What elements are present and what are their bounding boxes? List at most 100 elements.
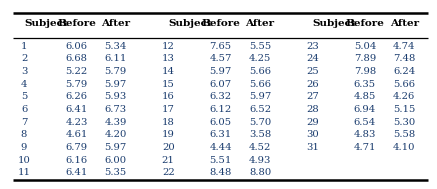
Text: 5.79: 5.79 (105, 67, 127, 76)
Text: 5.97: 5.97 (210, 67, 232, 76)
Text: 4.25: 4.25 (249, 54, 271, 64)
Text: 6.41: 6.41 (65, 105, 88, 114)
Text: 6.35: 6.35 (354, 80, 376, 89)
Text: 4.26: 4.26 (393, 92, 415, 101)
Text: 5.97: 5.97 (249, 92, 271, 101)
Text: 31: 31 (306, 143, 319, 152)
Text: 4.83: 4.83 (354, 130, 376, 139)
Text: 5.34: 5.34 (104, 42, 127, 51)
Text: 28: 28 (306, 105, 319, 114)
Text: 6.32: 6.32 (210, 92, 232, 101)
Text: 4: 4 (21, 80, 27, 89)
Text: 22: 22 (162, 168, 175, 177)
Text: 5.35: 5.35 (105, 168, 127, 177)
Text: 15: 15 (162, 80, 175, 89)
Text: 6.12: 6.12 (210, 105, 232, 114)
Text: 5.97: 5.97 (105, 143, 127, 152)
Text: 5.55: 5.55 (249, 42, 271, 51)
Text: 9: 9 (21, 143, 27, 152)
Text: 6.52: 6.52 (249, 105, 271, 114)
Text: 6.79: 6.79 (66, 143, 87, 152)
Text: 10: 10 (17, 156, 31, 165)
Text: 5.58: 5.58 (393, 130, 415, 139)
Text: 8: 8 (21, 130, 27, 139)
Text: Subject: Subject (312, 19, 356, 28)
Text: After: After (101, 19, 130, 28)
Text: 4.44: 4.44 (209, 143, 232, 152)
Text: 6.07: 6.07 (210, 80, 232, 89)
Text: 27: 27 (306, 92, 319, 101)
Text: 6.41: 6.41 (65, 168, 88, 177)
Text: 6.68: 6.68 (66, 54, 87, 64)
Text: 20: 20 (162, 143, 175, 152)
Text: 16: 16 (162, 92, 175, 101)
Text: 6.06: 6.06 (66, 42, 87, 51)
Text: 7.48: 7.48 (393, 54, 416, 64)
Text: 6.00: 6.00 (105, 156, 127, 165)
Text: 5.04: 5.04 (354, 42, 376, 51)
Text: 25: 25 (306, 67, 319, 76)
Text: After: After (246, 19, 274, 28)
Text: 4.52: 4.52 (249, 143, 271, 152)
Text: Before: Before (346, 19, 384, 28)
Text: 1: 1 (21, 42, 27, 51)
Text: 24: 24 (306, 54, 319, 64)
Text: 5.66: 5.66 (249, 80, 271, 89)
Text: 30: 30 (306, 130, 319, 139)
Text: 29: 29 (306, 118, 319, 127)
Text: 5.22: 5.22 (66, 67, 87, 76)
Text: 4.23: 4.23 (65, 118, 88, 127)
Text: 8.80: 8.80 (249, 168, 271, 177)
Text: 7.89: 7.89 (354, 54, 376, 64)
Text: 7.98: 7.98 (354, 67, 376, 76)
Text: 5: 5 (21, 92, 27, 101)
Text: Subject: Subject (24, 19, 68, 28)
Text: 5.66: 5.66 (249, 67, 271, 76)
Text: 4.20: 4.20 (104, 130, 127, 139)
Text: 4.71: 4.71 (354, 143, 376, 152)
Text: 5.30: 5.30 (393, 118, 415, 127)
Text: 6.73: 6.73 (105, 105, 127, 114)
Text: 3: 3 (21, 67, 27, 76)
Text: 4.39: 4.39 (104, 118, 127, 127)
Text: 6.94: 6.94 (354, 105, 376, 114)
Text: 5.79: 5.79 (66, 80, 87, 89)
Text: 18: 18 (162, 118, 175, 127)
Text: 4.74: 4.74 (393, 42, 416, 51)
Text: Subject: Subject (168, 19, 212, 28)
Text: 5.97: 5.97 (105, 80, 127, 89)
Text: After: After (390, 19, 419, 28)
Text: 6.16: 6.16 (66, 156, 87, 165)
Text: 21: 21 (162, 156, 175, 165)
Text: 14: 14 (162, 67, 175, 76)
Text: 5.51: 5.51 (209, 156, 232, 165)
Text: 6.54: 6.54 (354, 118, 376, 127)
Text: 4.85: 4.85 (354, 92, 376, 101)
Text: 5.15: 5.15 (393, 105, 416, 114)
Text: 4.61: 4.61 (65, 130, 88, 139)
Text: 6.31: 6.31 (210, 130, 232, 139)
Text: 26: 26 (306, 80, 319, 89)
Text: 11: 11 (17, 168, 31, 177)
Text: 19: 19 (162, 130, 175, 139)
Text: 5.93: 5.93 (105, 92, 127, 101)
Text: 6.11: 6.11 (104, 54, 127, 64)
Text: 5.70: 5.70 (249, 118, 271, 127)
Text: 17: 17 (162, 105, 175, 114)
Text: 7.65: 7.65 (210, 42, 232, 51)
Text: 7: 7 (21, 118, 27, 127)
Text: Before: Before (57, 19, 96, 28)
Text: 3.58: 3.58 (249, 130, 271, 139)
Text: 4.10: 4.10 (393, 143, 416, 152)
Text: 5.66: 5.66 (393, 80, 415, 89)
Text: 13: 13 (162, 54, 175, 64)
Text: 6.05: 6.05 (210, 118, 232, 127)
Text: 6.26: 6.26 (66, 92, 87, 101)
Text: 23: 23 (306, 42, 319, 51)
Text: 12: 12 (162, 42, 175, 51)
Text: 4.93: 4.93 (249, 156, 271, 165)
Text: 2: 2 (21, 54, 27, 64)
Text: 6: 6 (21, 105, 27, 114)
Text: 8.48: 8.48 (209, 168, 232, 177)
Text: 6.24: 6.24 (393, 67, 415, 76)
